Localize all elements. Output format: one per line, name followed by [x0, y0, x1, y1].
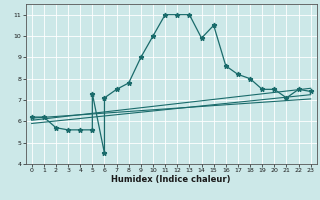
X-axis label: Humidex (Indice chaleur): Humidex (Indice chaleur)	[111, 175, 231, 184]
